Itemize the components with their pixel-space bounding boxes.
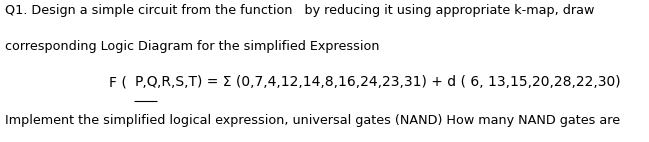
Text: F (: F ( bbox=[109, 75, 127, 89]
Text: Implement the simplified logical expression, universal gates (NAND) How many NAN: Implement the simplified logical express… bbox=[5, 114, 620, 127]
Text: P,Q: P,Q bbox=[134, 75, 158, 89]
Text: Q1. Design a simple circuit from the function   by reducing it using appropriate: Q1. Design a simple circuit from the fun… bbox=[5, 4, 594, 17]
Text: corresponding Logic Diagram for the simplified Expression: corresponding Logic Diagram for the simp… bbox=[5, 40, 380, 53]
Text: ,R,S,T) = Σ (0,7,4,12,14,8,16,24,23,31) + d ( 6, 13,15,20,28,22,30): ,R,S,T) = Σ (0,7,4,12,14,8,16,24,23,31) … bbox=[157, 75, 621, 89]
